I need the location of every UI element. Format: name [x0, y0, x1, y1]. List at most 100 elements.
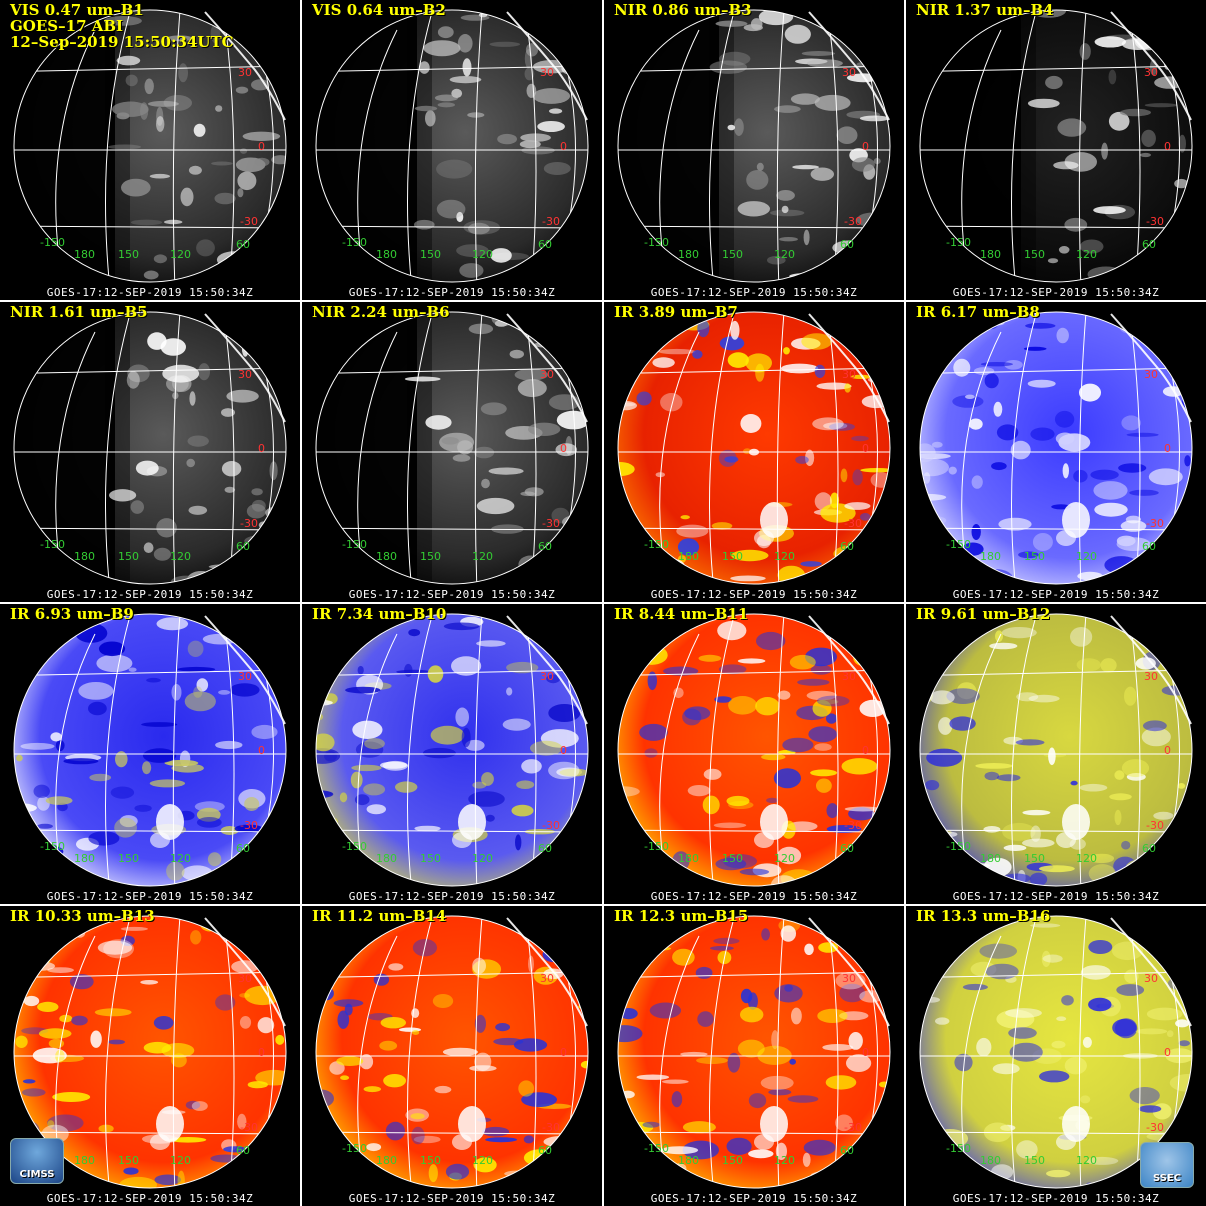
satellite-instrument: GOES–17 ABI: [10, 17, 124, 35]
latitude-label: 0: [560, 442, 567, 455]
longitude-label: 120: [774, 550, 795, 563]
longitude-label: 120: [170, 248, 191, 261]
longitude-label: 180: [678, 1154, 699, 1167]
scan-timestamp: 12–Sep–2019 15:50:34UTC: [10, 33, 234, 51]
latitude-label: 30: [540, 972, 554, 985]
band-panel: 30 0 -30 -150 180 150 120 60 IR 8.44 um–B11 GOES-…: [604, 604, 904, 904]
band-name: NIR 2.24 um–B6: [312, 303, 450, 321]
band-panel: 30 0 -30 -150 180 150 120 60 IR 3.89 um–B7 GOES-1…: [604, 302, 904, 602]
band-title: IR 3.89 um–B7: [614, 304, 738, 320]
longitude-label: 180: [980, 550, 1001, 563]
longitude-label: -150: [40, 840, 65, 853]
latitude-label: -30: [542, 819, 560, 832]
band-panel: 30 0 -30 -150 180 150 120 60 NIR 2.24 um–B6 GOES-…: [302, 302, 602, 602]
longitude-label: 180: [376, 852, 397, 865]
longitude-label: -150: [342, 236, 367, 249]
panel-footer-timestamp: GOES-17:12-SEP-2019 15:50:34Z: [650, 1192, 858, 1205]
longitude-label: 180: [376, 550, 397, 563]
longitude-label: -150: [40, 236, 65, 249]
panel-footer-timestamp: GOES-17:12-SEP-2019 15:50:34Z: [650, 890, 858, 903]
latitude-label: -30: [1146, 517, 1164, 530]
graticule-lines: [920, 10, 1192, 282]
longitude-label: -150: [644, 840, 669, 853]
latitude-label: 0: [258, 442, 265, 455]
band-panel: 30 0 -30 -150 180 150 120 60 IR 9.61 um–B12 GOES-…: [906, 604, 1206, 904]
latitude-label: -30: [844, 819, 862, 832]
band-title: IR 10.33 um–B13: [10, 908, 155, 924]
longitude-label: 150: [722, 550, 743, 563]
latitude-label: 30: [1144, 66, 1158, 79]
latitude-label: -30: [542, 517, 560, 530]
longitude-label: 180: [376, 248, 397, 261]
latitude-label: 30: [540, 670, 554, 683]
graticule-lines: [316, 916, 588, 1188]
longitude-label: 150: [420, 550, 441, 563]
longitude-label: 120: [472, 1154, 493, 1167]
longitude-label: 150: [722, 852, 743, 865]
longitude-label: 180: [980, 852, 1001, 865]
band-name: IR 10.33 um–B13: [10, 907, 155, 925]
latitude-label: 30: [1144, 368, 1158, 381]
longitude-label: 60: [538, 238, 552, 251]
ssec-logo-text: SSEC: [1152, 1173, 1182, 1184]
latitude-label: -30: [240, 819, 258, 832]
latitude-label: 0: [1164, 1046, 1171, 1059]
longitude-label: 120: [1076, 1154, 1097, 1167]
longitude-label: 60: [236, 842, 250, 855]
latitude-label: 0: [560, 1046, 567, 1059]
latitude-label: -30: [1146, 1121, 1164, 1134]
band-name: NIR 1.37 um–B4: [916, 1, 1054, 19]
latitude-label: -30: [240, 517, 258, 530]
longitude-label: 180: [678, 852, 699, 865]
longitude-label: 180: [980, 1154, 1001, 1167]
latitude-label: 0: [862, 140, 869, 153]
band-name: IR 13.3 um–B16: [916, 907, 1051, 925]
panel-footer-timestamp: GOES-17:12-SEP-2019 15:50:34Z: [46, 1192, 254, 1205]
latitude-label: 30: [842, 670, 856, 683]
longitude-label: 120: [1076, 248, 1097, 261]
band-panel: 30 0 -30 -150 180 150 120 60 NIR 1.37 um–B4 GOES-…: [906, 0, 1206, 300]
graticule-lines: [316, 10, 588, 282]
longitude-label: 150: [420, 1154, 441, 1167]
panel-footer-timestamp: GOES-17:12-SEP-2019 15:50:34Z: [348, 890, 556, 903]
cimss-logo: CIMSS: [10, 1138, 64, 1184]
band-title: VIS 0.47 um–B1 GOES–17 ABI 12–Sep–2019 15:…: [10, 2, 234, 50]
band-name: IR 3.89 um–B7: [614, 303, 738, 321]
longitude-label: -150: [946, 538, 971, 551]
longitude-label: -150: [40, 538, 65, 551]
longitude-label: 60: [538, 842, 552, 855]
longitude-label: 120: [170, 1154, 191, 1167]
latitude-label: 30: [238, 972, 252, 985]
longitude-label: 150: [1024, 550, 1045, 563]
band-panel: 30 0 -30 -150 180 150 120 60 IR 6.17 um–B8 GOES-1…: [906, 302, 1206, 602]
panel-footer-timestamp: GOES-17:12-SEP-2019 15:50:34Z: [650, 286, 858, 299]
band-title: IR 6.93 um–B9: [10, 606, 134, 622]
longitude-label: -150: [946, 840, 971, 853]
graticule-lines: [14, 312, 286, 584]
longitude-label: 60: [840, 1144, 854, 1157]
longitude-label: 60: [236, 238, 250, 251]
longitude-label: -150: [644, 538, 669, 551]
panel-footer-timestamp: GOES-17:12-SEP-2019 15:50:34Z: [952, 588, 1160, 601]
longitude-label: 60: [1142, 540, 1156, 553]
graticule-lines: [14, 614, 286, 886]
band-title: IR 13.3 um–B16: [916, 908, 1050, 924]
longitude-label: 60: [236, 540, 250, 553]
graticule-lines: [618, 312, 890, 584]
longitude-label: 120: [774, 852, 795, 865]
band-title: IR 7.34 um–B10: [312, 606, 446, 622]
longitude-label: 150: [118, 248, 139, 261]
latitude-label: -30: [844, 517, 862, 530]
latitude-label: 30: [842, 368, 856, 381]
longitude-label: 120: [1076, 852, 1097, 865]
longitude-label: -150: [946, 1142, 971, 1155]
